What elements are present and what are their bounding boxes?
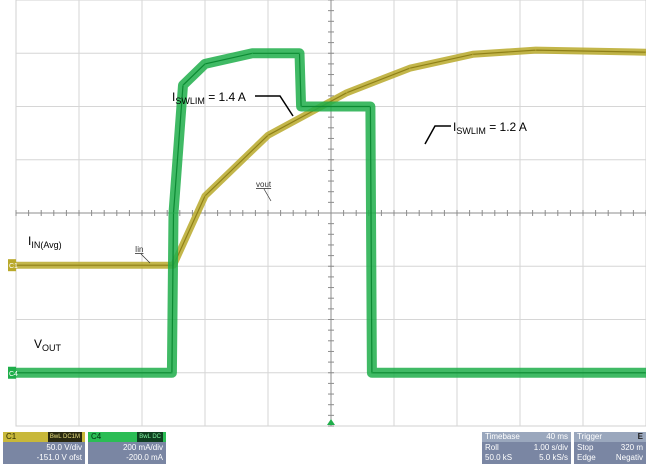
c4-label: C4 — [91, 432, 102, 441]
series-vout-point — [346, 92, 348, 94]
annotation-iswlim-1p2: ISWLIM = 1.2 A — [453, 120, 527, 136]
series-Iin-point — [204, 63, 206, 65]
trigger-slope: Negativ — [615, 453, 643, 462]
trigger-title: Trigger — [577, 432, 603, 441]
series-Iin-point — [369, 105, 371, 108]
series-Iin-point — [298, 52, 301, 54]
annotation-leader-1p4 — [255, 95, 294, 117]
trace-tag-iin-leader — [140, 253, 151, 264]
timebase-title: Timebase — [485, 432, 520, 441]
marker-c1 — [8, 259, 16, 272]
c1-badge: BwL DC1M — [47, 432, 82, 442]
series-vout-point — [409, 67, 411, 69]
series-vout-point — [472, 53, 474, 55]
c1-channel-panel[interactable]: C1 BwL DC1M 50.0 V/div -151.0 V ofst — [3, 432, 85, 464]
c1-vdiv: 50.0 V/div — [46, 443, 82, 452]
marker-c4 — [8, 366, 16, 379]
annotation-vout: VOUT — [34, 337, 62, 353]
series-vout-point — [204, 195, 206, 197]
timebase-samples: 50.0 kS — [485, 453, 513, 462]
series-Iin-point — [251, 52, 253, 54]
series-Iin-point — [172, 212, 175, 214]
annotation-leader-1p2 — [424, 125, 451, 145]
trigger-panel[interactable]: Trigger E Stop 320 m Edge Negativ — [574, 432, 646, 464]
trigger-time: 320 m — [620, 443, 643, 452]
c4-badge: BwL DC — [137, 432, 163, 442]
c4-channel-panel[interactable]: C4 BwL DC 200 mA/div -200.0 mA — [88, 432, 166, 464]
c1-offset: -151.0 V ofst — [36, 453, 82, 462]
trace-tag-vout-leader — [263, 188, 272, 202]
marker-c4-label: C4 — [9, 371, 18, 378]
series-Iin-point — [300, 105, 302, 108]
series-vout-point — [535, 49, 537, 51]
series-Iin-point — [371, 372, 373, 374]
timebase-sdiv: 1.00 s/div — [533, 443, 568, 452]
trigger-icon: E — [637, 432, 643, 441]
series-Iin-point — [182, 84, 184, 86]
timebase-rate: 5.0 kS/s — [539, 453, 568, 462]
trigger-type: Edge — [577, 453, 596, 462]
timebase-mode: Roll — [485, 443, 499, 452]
trace-tag-vout: vout — [256, 180, 272, 189]
marker-c1-label: C1 — [9, 263, 18, 270]
annotation-iswlim-1p4: ISWLIM = 1.4 A — [172, 90, 246, 106]
c4-offset: -200.0 mA — [126, 453, 163, 462]
trace-layer — [15, 46, 646, 378]
trigger-position-marker — [327, 419, 335, 425]
series-Iin-point — [171, 372, 173, 374]
c4-adiv: 200 mA/div — [122, 443, 163, 452]
c1-label: C1 — [6, 432, 17, 441]
series-vout-point — [267, 134, 269, 136]
annotation-layer: ISWLIM = 1.4 A ISWLIM = 1.2 A IIN(Avg) VOUT… — [8, 90, 527, 425]
trigger-state: Stop — [577, 443, 594, 452]
timebase-panel[interactable]: Timebase 40 ms Roll 1.00 s/div 50.0 kS 5.0 … — [482, 432, 571, 464]
annotation-iin-avg: IIN(Avg) — [28, 234, 62, 250]
trace-tag-iin: Iin — [135, 245, 143, 254]
timebase-value: 40 ms — [546, 432, 568, 441]
